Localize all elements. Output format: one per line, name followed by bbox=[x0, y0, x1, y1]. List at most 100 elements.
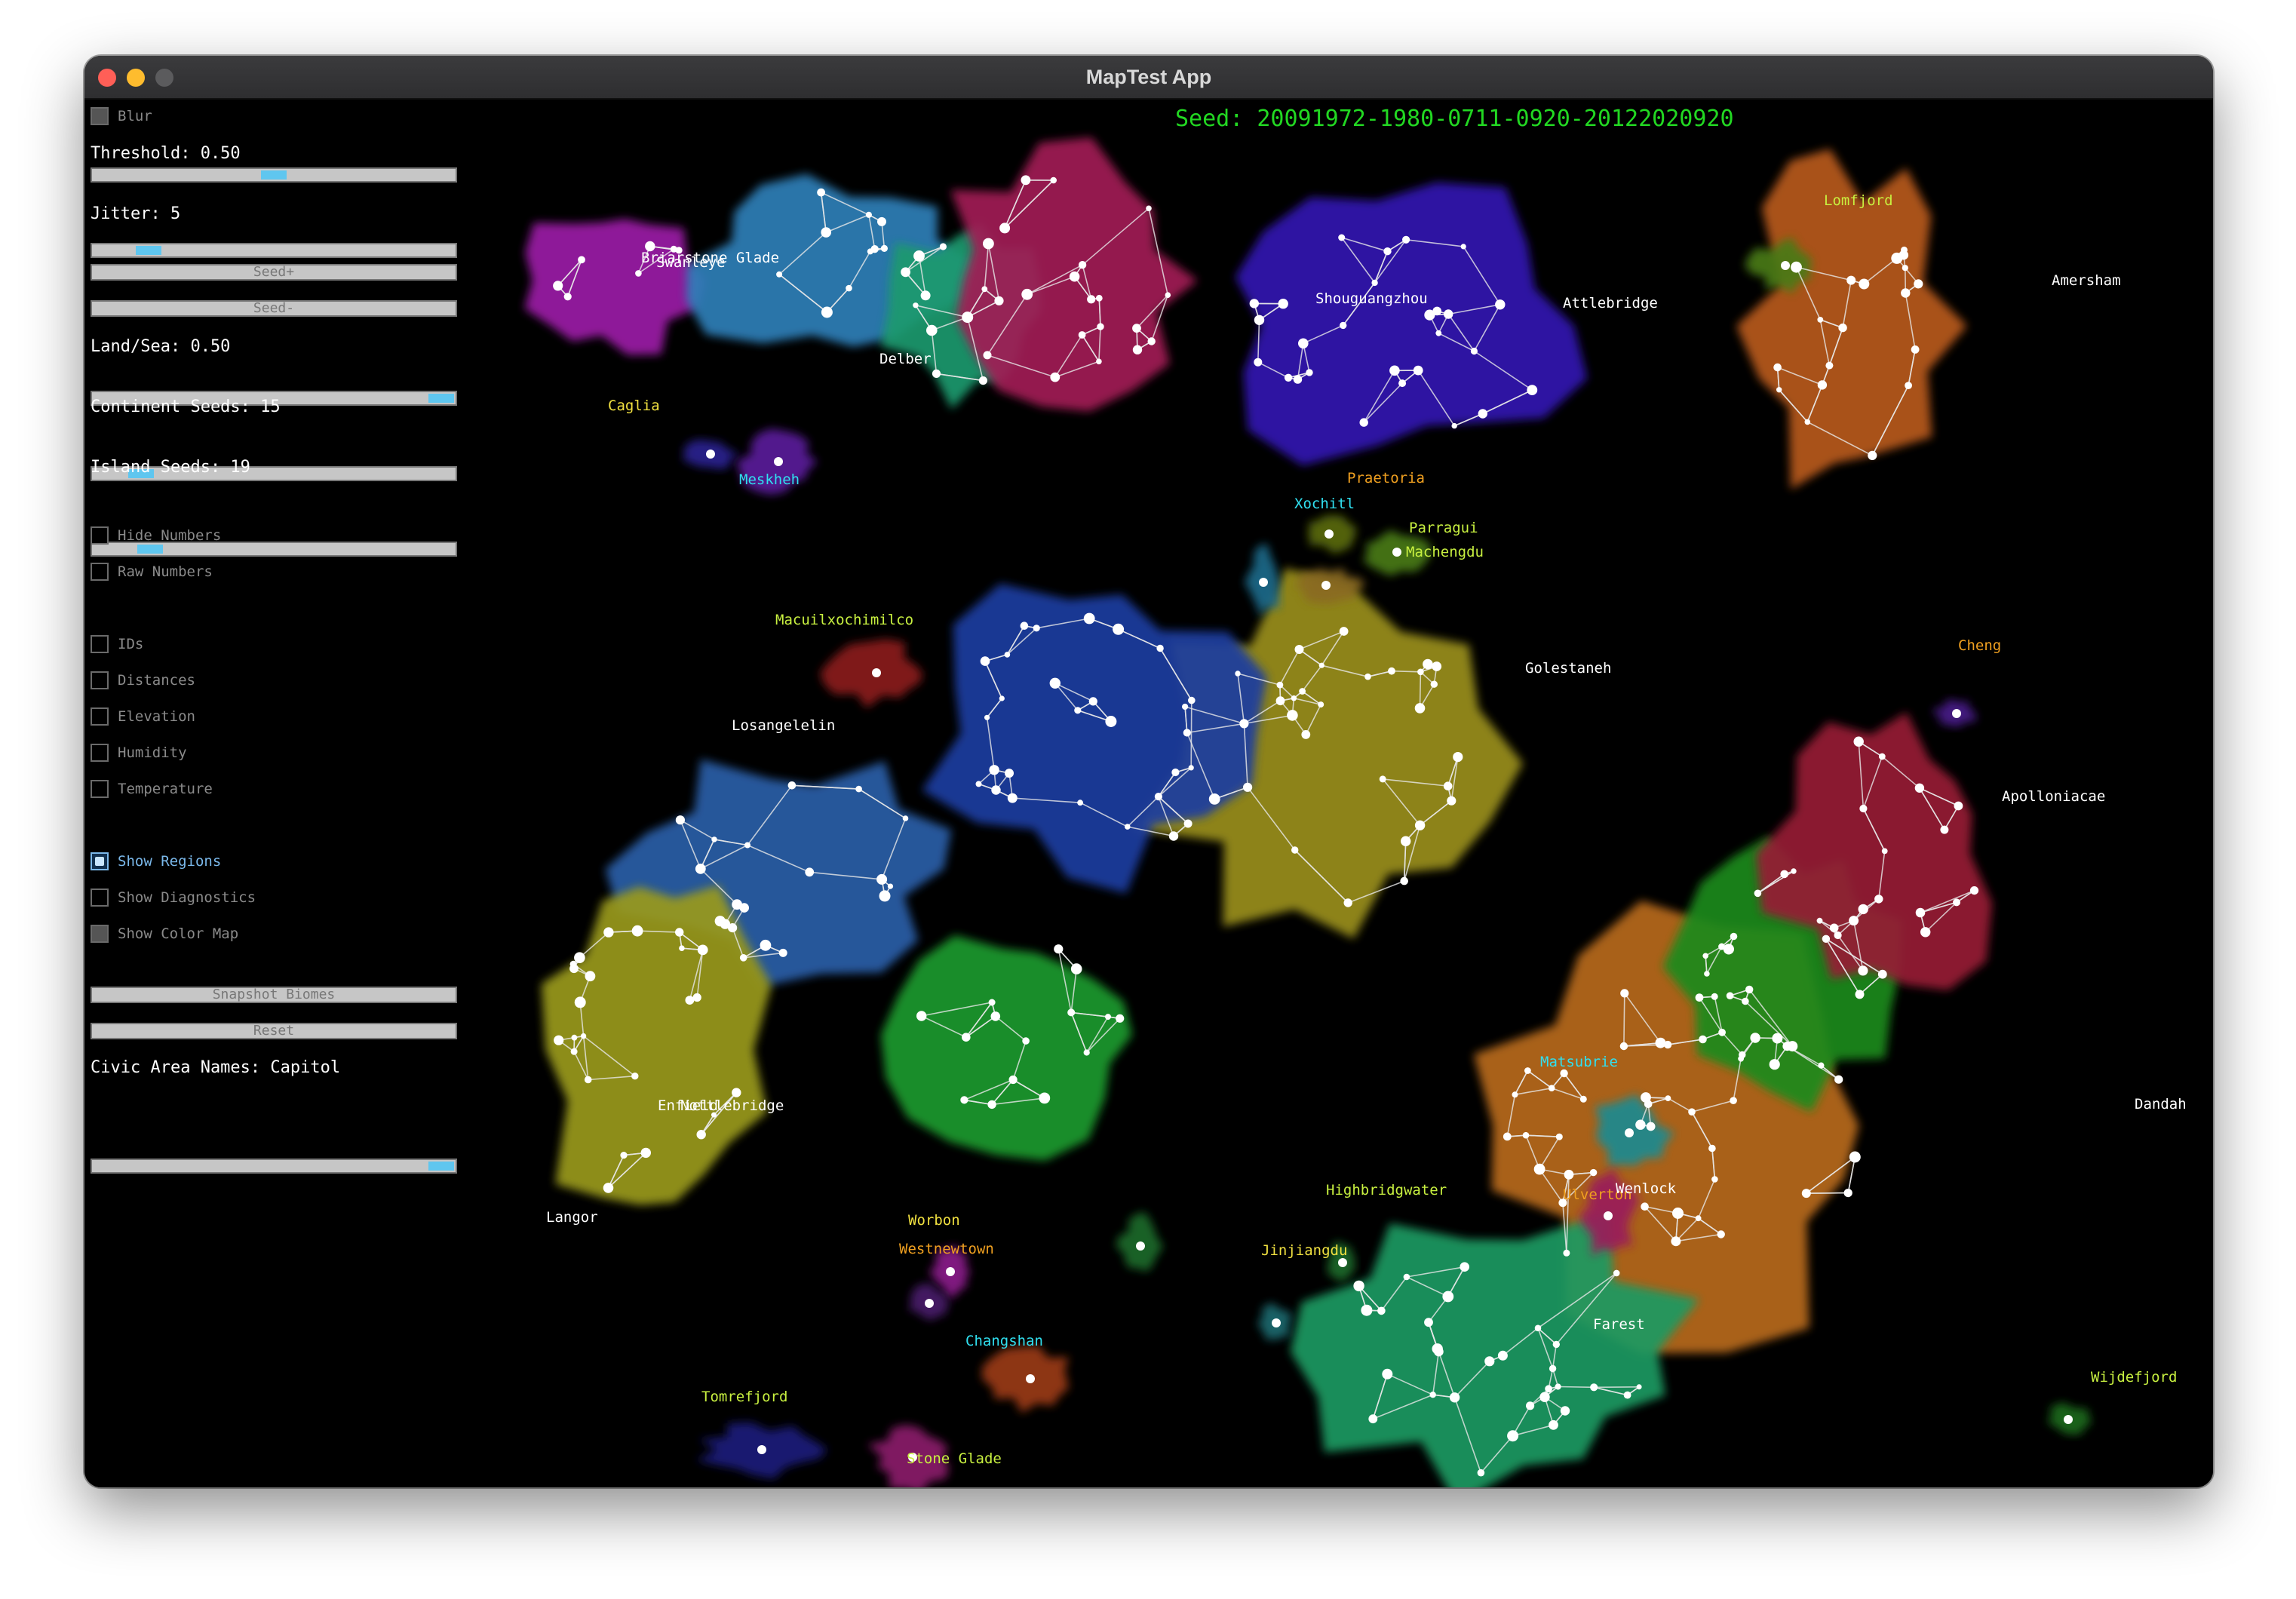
settlement-dot[interactable] bbox=[1545, 1385, 1552, 1393]
settlement-dot[interactable] bbox=[990, 1011, 1001, 1021]
settlement-dot[interactable] bbox=[1403, 1273, 1410, 1281]
ids-toggle[interactable]: IDs bbox=[91, 632, 143, 656]
settlement-dot[interactable] bbox=[1078, 261, 1087, 269]
settlement-dot[interactable] bbox=[1254, 358, 1263, 367]
place-label[interactable]: Wenlock bbox=[1616, 1180, 1677, 1197]
settlement-dot[interactable] bbox=[1829, 923, 1839, 933]
settlement-dot[interactable] bbox=[988, 999, 996, 1006]
jitter-slider-knob[interactable] bbox=[136, 246, 161, 255]
settlement-dot[interactable] bbox=[1902, 265, 1908, 272]
blur-checkbox[interactable] bbox=[91, 107, 109, 125]
settlement-dot[interactable] bbox=[855, 785, 862, 793]
settlement-dot[interactable] bbox=[1444, 309, 1453, 319]
settlement-dot[interactable] bbox=[1780, 870, 1788, 879]
settlement-dot[interactable] bbox=[1905, 382, 1912, 389]
settlement-dot[interactable] bbox=[1096, 358, 1102, 365]
settlement-dot[interactable] bbox=[574, 952, 585, 963]
place-label[interactable]: Langor bbox=[546, 1209, 598, 1226]
settlement-dot[interactable] bbox=[1718, 943, 1726, 950]
settlement-dot[interactable] bbox=[1087, 295, 1096, 304]
settlement-dot[interactable] bbox=[1340, 321, 1347, 330]
settlement-dot[interactable] bbox=[1817, 317, 1824, 323]
place-label[interactable]: Farest bbox=[1593, 1316, 1645, 1333]
settlement-dot[interactable] bbox=[1306, 369, 1313, 376]
settlement-dot[interactable] bbox=[1182, 703, 1189, 710]
settlement-dot[interactable] bbox=[778, 948, 787, 957]
place-label[interactable]: Caglia bbox=[608, 397, 660, 414]
settlement-dot[interactable] bbox=[1402, 235, 1410, 244]
settlement-dot[interactable] bbox=[1834, 1075, 1843, 1084]
settlement-dot[interactable] bbox=[1361, 1304, 1373, 1316]
civic-area-names-slider[interactable] bbox=[91, 1159, 457, 1174]
settlement-dot[interactable] bbox=[1477, 1469, 1485, 1477]
settlement-dot[interactable] bbox=[1146, 205, 1152, 212]
settlement-dot[interactable] bbox=[1183, 729, 1191, 737]
settlement-dot[interactable] bbox=[1132, 345, 1143, 354]
settlement-dot[interactable] bbox=[1254, 315, 1265, 325]
close-button[interactable] bbox=[98, 69, 116, 87]
settlement-dot[interactable] bbox=[774, 457, 783, 466]
settlement-dot[interactable] bbox=[1623, 1391, 1631, 1399]
settlement-dot[interactable] bbox=[1750, 1033, 1760, 1043]
settlement-dot[interactable] bbox=[1549, 1364, 1557, 1373]
settlement-dot[interactable] bbox=[1708, 1144, 1716, 1152]
settlement-dot[interactable] bbox=[631, 1073, 639, 1080]
place-label[interactable]: Golestaneh bbox=[1525, 660, 1611, 677]
settlement-dot[interactable] bbox=[1625, 1128, 1634, 1137]
settlement-dot[interactable] bbox=[1558, 1198, 1567, 1208]
settlement-dot[interactable] bbox=[697, 944, 708, 956]
land-sea-slider[interactable] bbox=[91, 391, 457, 406]
settlement-dot[interactable] bbox=[1116, 1014, 1125, 1023]
settlement-dot[interactable] bbox=[1070, 963, 1082, 974]
place-label[interactable]: Dandah bbox=[2135, 1096, 2187, 1113]
settlement-dot[interactable] bbox=[620, 1152, 628, 1159]
place-label[interactable]: Jinjiangdu bbox=[1261, 1242, 1347, 1259]
settlement-dot[interactable] bbox=[1074, 707, 1082, 714]
settlement-dot[interactable] bbox=[913, 302, 919, 308]
settlement-dot[interactable] bbox=[1423, 658, 1433, 670]
show-diagnostics-toggle[interactable]: Show Diagnostics bbox=[91, 885, 256, 910]
settlement-dot[interactable] bbox=[1097, 323, 1104, 330]
settlement-dot[interactable] bbox=[983, 238, 994, 250]
place-label[interactable]: Highbridgwater bbox=[1326, 1182, 1447, 1198]
settlement-dot[interactable] bbox=[1069, 271, 1080, 282]
settlement-dot[interactable] bbox=[978, 376, 987, 385]
hide-numbers-checkbox[interactable] bbox=[91, 526, 109, 545]
settlement-dot[interactable] bbox=[1915, 907, 1926, 918]
place-label[interactable]: Matsubrie bbox=[1540, 1054, 1618, 1070]
settlement-dot[interactable] bbox=[1424, 1318, 1433, 1327]
settlement-dot[interactable] bbox=[999, 223, 1011, 234]
settlement-dot[interactable] bbox=[675, 247, 683, 254]
settlement-dot[interactable] bbox=[1695, 1215, 1702, 1222]
settlement-dot[interactable] bbox=[821, 227, 831, 238]
settlement-dot[interactable] bbox=[1383, 247, 1392, 256]
settlement-dot[interactable] bbox=[1742, 997, 1749, 1005]
settlement-dot[interactable] bbox=[1655, 1037, 1666, 1048]
place-label[interactable]: Ulverton bbox=[1563, 1186, 1632, 1203]
settlement-dot[interactable] bbox=[1695, 993, 1704, 1002]
settlement-dot[interactable] bbox=[913, 250, 925, 262]
settlement-dot[interactable] bbox=[1590, 1383, 1598, 1392]
maximize-button[interactable] bbox=[155, 69, 173, 87]
settlement-dot[interactable] bbox=[867, 248, 873, 255]
settlement-dot[interactable] bbox=[1874, 895, 1883, 904]
settlement-dot[interactable] bbox=[1293, 375, 1303, 384]
settlement-dot[interactable] bbox=[1818, 1062, 1825, 1069]
settlement-dot[interactable] bbox=[1379, 775, 1386, 783]
settlement-dot[interactable] bbox=[640, 1147, 651, 1159]
ids-checkbox[interactable] bbox=[91, 635, 109, 653]
settlement-dot[interactable] bbox=[1816, 917, 1823, 924]
settlement-dot[interactable] bbox=[1447, 796, 1456, 806]
settlement-dot[interactable] bbox=[991, 785, 1001, 795]
minimize-button[interactable] bbox=[127, 69, 145, 87]
settlement-dot[interactable] bbox=[1388, 667, 1395, 675]
settlement-dot[interactable] bbox=[578, 256, 585, 264]
settlement-dot[interactable] bbox=[1858, 904, 1868, 915]
settlement-dot[interactable] bbox=[1083, 612, 1095, 625]
raw-numbers-toggle[interactable]: Raw Numbers bbox=[91, 560, 213, 584]
place-label[interactable]: Losangelelin bbox=[732, 717, 835, 734]
settlement-dot[interactable] bbox=[1495, 299, 1506, 310]
settlement-dot[interactable] bbox=[1507, 1430, 1519, 1442]
settlement-dot[interactable] bbox=[1392, 548, 1401, 557]
settlement-dot[interactable] bbox=[980, 656, 990, 666]
